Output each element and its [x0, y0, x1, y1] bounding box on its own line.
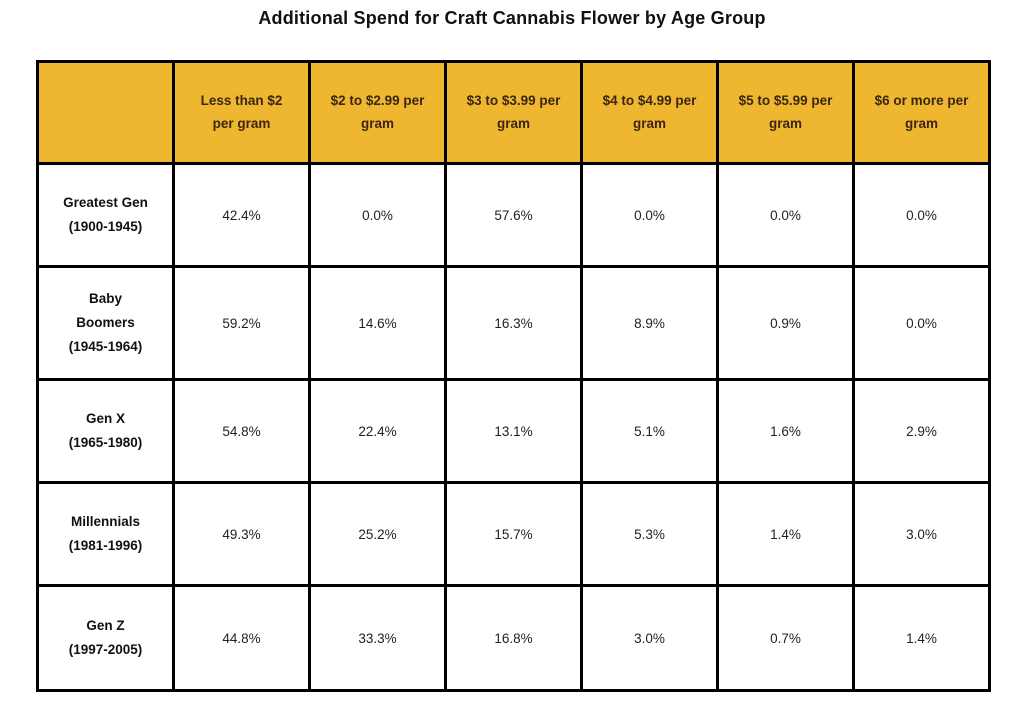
value-cell-3-1: 25.2%: [308, 481, 447, 587]
column-header-3: $4 to $4.99 per gram: [580, 60, 719, 165]
value-cell-2-4: 1.6%: [716, 378, 855, 484]
value-cell-1-4: 0.9%: [716, 265, 855, 381]
column-header-5: $6 or more per gram: [852, 60, 991, 165]
header-row: Less than $2 per gram $2 to $2.99 per gram $…: [36, 60, 991, 165]
row-label-0: Greatest Gen (1900-1945): [36, 162, 175, 268]
value-cell-0-3: 0.0%: [580, 162, 719, 268]
column-header-4: $5 to $5.99 per gram: [716, 60, 855, 165]
table-row-1: Baby Boomers (1945-1964) 59.2% 14.6% 16.3% 8.9…: [36, 265, 991, 381]
value-cell-0-4: 0.0%: [716, 162, 855, 268]
value-cell-1-3: 8.9%: [580, 265, 719, 381]
value-cell-4-5: 1.4%: [852, 584, 991, 692]
value-cell-1-5: 0.0%: [852, 265, 991, 381]
value-cell-2-0: 54.8%: [172, 378, 311, 484]
value-cell-4-3: 3.0%: [580, 584, 719, 692]
value-cell-3-3: 5.3%: [580, 481, 719, 587]
value-cell-0-0: 42.4%: [172, 162, 311, 268]
spend-table: Less than $2 per gram $2 to $2.99 per gram $…: [36, 60, 991, 692]
value-cell-4-2: 16.8%: [444, 584, 583, 692]
value-cell-0-1: 0.0%: [308, 162, 447, 268]
value-cell-3-2: 15.7%: [444, 481, 583, 587]
value-cell-2-5: 2.9%: [852, 378, 991, 484]
value-cell-4-0: 44.8%: [172, 584, 311, 692]
value-cell-0-5: 0.0%: [852, 162, 991, 268]
table-header: Less than $2 per gram $2 to $2.99 per gram $…: [36, 60, 991, 165]
corner-cell: [36, 60, 175, 165]
row-label-4: Gen Z (1997-2005): [36, 584, 175, 692]
column-header-0: Less than $2 per gram: [172, 60, 311, 165]
column-header-2: $3 to $3.99 per gram: [444, 60, 583, 165]
page-title: Additional Spend for Craft Cannabis Flow…: [258, 8, 766, 28]
value-cell-1-2: 16.3%: [444, 265, 583, 381]
value-cell-3-0: 49.3%: [172, 481, 311, 587]
row-label-2: Gen X (1965-1980): [36, 378, 175, 484]
value-cell-0-2: 57.6%: [444, 162, 583, 268]
value-cell-2-3: 5.1%: [580, 378, 719, 484]
value-cell-2-1: 22.4%: [308, 378, 447, 484]
row-label-1: Baby Boomers (1945-1964): [36, 265, 175, 381]
table-row-0: Greatest Gen (1900-1945) 42.4% 0.0% 57.6% 0.0…: [36, 162, 991, 268]
table-row-2: Gen X (1965-1980) 54.8% 22.4% 13.1% 5.1% 1.6% 2…: [36, 378, 991, 484]
value-cell-1-0: 59.2%: [172, 265, 311, 381]
value-cell-4-1: 33.3%: [308, 584, 447, 692]
table-row-4: Gen Z (1997-2005) 44.8% 33.3% 16.8% 3.0% 0.7% 1…: [36, 584, 991, 692]
row-label-3: Millennials (1981-1996): [36, 481, 175, 587]
value-cell-3-4: 1.4%: [716, 481, 855, 587]
value-cell-1-1: 14.6%: [308, 265, 447, 381]
table-body: Greatest Gen (1900-1945) 42.4% 0.0% 57.6% 0.0…: [36, 162, 991, 692]
column-header-1: $2 to $2.99 per gram: [308, 60, 447, 165]
spend-table-container: Less than $2 per gram $2 to $2.99 per gram $…: [36, 60, 991, 692]
value-cell-3-5: 3.0%: [852, 481, 991, 587]
value-cell-4-4: 0.7%: [716, 584, 855, 692]
value-cell-2-2: 13.1%: [444, 378, 583, 484]
table-row-3: Millennials (1981-1996) 49.3% 25.2% 15.7% 5.3…: [36, 481, 991, 587]
